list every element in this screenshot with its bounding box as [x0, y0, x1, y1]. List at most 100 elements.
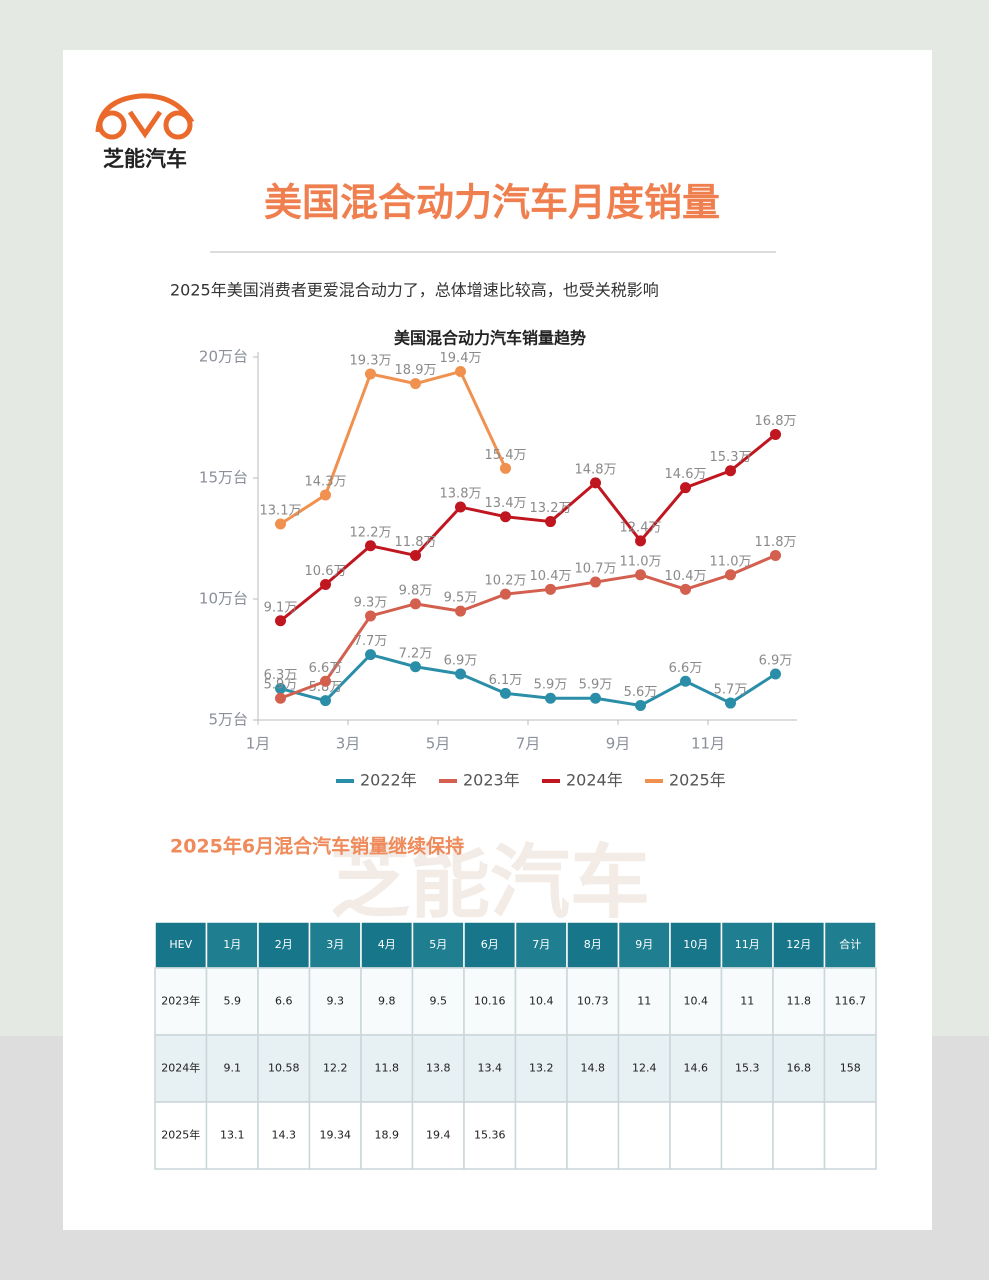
x-tick-label: 5月: [426, 735, 451, 753]
table: HEV 1月 2月 3月 4月 5月 6月 7月 8月 9月 10月 11月 12月 合计 2023年 5.9…: [154, 921, 877, 1170]
data-point: [725, 697, 736, 709]
data-label: 13.8万: [440, 487, 482, 502]
data-point: [365, 368, 376, 380]
cell-text: 10.4: [529, 995, 554, 1008]
table-cell: [308, 1101, 362, 1170]
cell-text: 16.8: [787, 1062, 812, 1075]
cell-text: 158: [840, 1062, 861, 1075]
y-tick-label: 10万台: [199, 590, 248, 608]
logo: [95, 93, 195, 140]
table-cell: [823, 1101, 877, 1170]
data-point: [500, 511, 511, 523]
data-label: 12.2万: [350, 525, 392, 540]
data-label: 5.6万: [624, 685, 658, 700]
header-cell: [566, 921, 620, 969]
data-label: 6.3万: [264, 668, 298, 683]
data-point: [500, 687, 511, 699]
data-point: [275, 518, 286, 530]
data-point: [590, 692, 601, 704]
legend-label: 2023年: [463, 771, 520, 790]
cell-text: 6.6: [275, 995, 293, 1008]
header-text: 1月: [223, 938, 241, 951]
x-tick-label: 1月: [246, 735, 271, 753]
y-tick-label: 20万台: [199, 348, 248, 366]
brand: 芝能汽车: [103, 147, 187, 171]
cell-text: 2024年: [161, 1061, 200, 1075]
table-cell: [257, 967, 311, 1036]
data-label: 11.0万: [710, 554, 752, 569]
cell-text: 11: [740, 995, 754, 1008]
cell-text: 14.3: [272, 1129, 297, 1142]
data-label: 6.9万: [444, 654, 478, 669]
data-point: [410, 378, 421, 390]
y-tick-label: 15万台: [199, 469, 248, 487]
data-point: [365, 540, 376, 552]
data-point: [320, 675, 331, 687]
header-text: 12月: [786, 938, 811, 951]
cell-text: 11: [637, 995, 651, 1008]
data-point: [590, 477, 601, 489]
header-cell: [617, 921, 671, 969]
cell-text: 13.1: [220, 1129, 245, 1142]
data-label: 5.9万: [264, 678, 298, 693]
table-cell: [720, 967, 774, 1036]
header-cell: [514, 921, 568, 969]
data-label: 5.9万: [534, 678, 568, 693]
data-label: 5.9万: [579, 678, 613, 693]
table-cell: [566, 967, 620, 1036]
table-cell: [463, 1101, 517, 1170]
header-text: 10月: [683, 938, 708, 951]
data-point: [275, 692, 286, 704]
cell-text: 19.34: [320, 1129, 352, 1142]
cell-text: 116.7: [835, 995, 867, 1008]
data-point: [455, 366, 466, 378]
data-label: 19.4万: [440, 351, 482, 366]
data-label: 9.5万: [444, 591, 478, 606]
data-label: 18.9万: [395, 363, 437, 378]
data-label: 7.7万: [354, 634, 388, 649]
data-label: 19.3万: [350, 353, 392, 368]
data-point: [410, 598, 421, 610]
cell-text: 5.9: [224, 995, 242, 1008]
data-point: [365, 610, 376, 622]
series-line: [279, 370, 507, 526]
header-text: 5月: [429, 938, 447, 951]
cell-text: 9.3: [327, 995, 345, 1008]
table-cell: [514, 1101, 568, 1170]
section-title: 2025年6月混合汽车销量继续保持: [170, 835, 464, 858]
data-point: [455, 605, 466, 617]
table-cell: [463, 967, 517, 1036]
data-label: 13.1万: [260, 503, 302, 518]
table-cell: [308, 967, 362, 1036]
data-label: 6.1万: [489, 673, 523, 688]
data-point: [410, 549, 421, 561]
y-tick-label: 5万台: [208, 711, 248, 729]
header-text: 11月: [735, 938, 760, 951]
page-title: 美国混合动力汽车月度销量: [264, 181, 720, 225]
data-point: [545, 516, 556, 528]
chart-title: 美国混合动力汽车销量趋势: [394, 329, 586, 348]
data-label: 10.2万: [485, 574, 527, 589]
subtitle: 2025年美国消费者更爱混合动力了，总体增速比较高，也受关税影响: [170, 281, 659, 300]
series-line: [279, 554, 777, 700]
data-label: 15.4万: [485, 448, 527, 463]
data-point: [590, 576, 601, 588]
data-point: [545, 583, 556, 595]
cell-text: 10.73: [577, 995, 609, 1008]
cell-text: 13.4: [478, 1062, 503, 1075]
cell-text: 9.8: [378, 995, 396, 1008]
cell-text: 11.8: [787, 995, 812, 1008]
cell-text: 14.6: [684, 1062, 709, 1075]
header-cell: [463, 921, 517, 969]
x-tick-label: 3月: [336, 735, 361, 753]
table-cell: [669, 1034, 723, 1103]
data-label: 7.2万: [399, 646, 433, 661]
data-label: 14.6万: [665, 467, 707, 482]
cell-text: 10.16: [474, 995, 506, 1008]
data-label: 11.0万: [620, 554, 662, 569]
header-cell: [360, 921, 414, 969]
data-point: [320, 695, 331, 707]
data-point: [635, 535, 646, 547]
cell-text: 14.8: [581, 1062, 606, 1075]
